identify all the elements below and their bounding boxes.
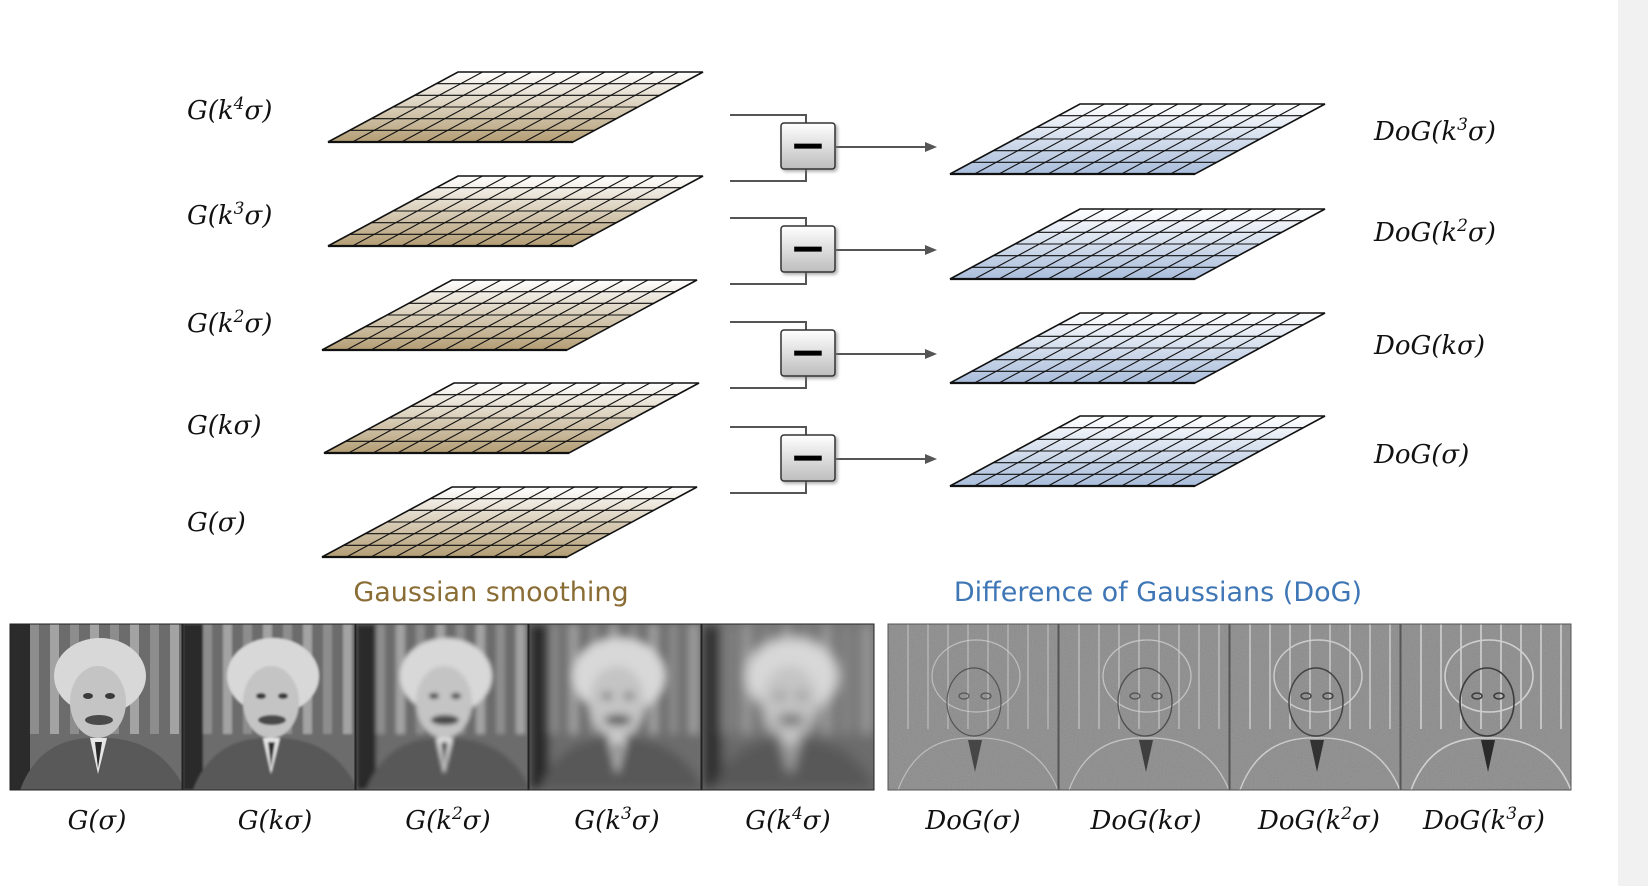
gaussian-layer-label: G(k4σ) bbox=[187, 94, 272, 126]
window-edge-strip bbox=[1618, 0, 1648, 886]
gaussian-image-label: G(kσ) bbox=[238, 806, 313, 836]
gaussian-layer-5 bbox=[321, 486, 698, 559]
gaussian-image-label: G(σ) bbox=[68, 806, 127, 836]
gaussian-layer-label: G(k2σ) bbox=[187, 307, 272, 339]
dog-image-1 bbox=[887, 623, 1059, 791]
arrow-head bbox=[925, 349, 937, 359]
minus-icon: − bbox=[790, 223, 827, 274]
gaussian-layer-label: G(kσ) bbox=[187, 411, 262, 441]
arrow-head bbox=[925, 142, 937, 152]
dog-layer-label: DoG(σ) bbox=[1373, 440, 1469, 470]
gaussian-image-label: G(k3σ) bbox=[574, 804, 659, 836]
subtract-operator-2: − bbox=[730, 217, 937, 285]
subtract-operator-1: − bbox=[730, 114, 937, 182]
dog-layer-label: DoG(k3σ) bbox=[1373, 115, 1496, 147]
gaussian-layer-1 bbox=[327, 71, 704, 144]
gaussian-image-5 bbox=[701, 623, 875, 791]
dog-layer-3 bbox=[949, 312, 1326, 385]
dog-layer-4 bbox=[949, 415, 1326, 488]
arrow-head bbox=[925, 245, 937, 255]
minus-icon: − bbox=[790, 327, 827, 378]
dog-image-2 bbox=[1058, 623, 1230, 791]
gaussian-layer-label: G(σ) bbox=[187, 508, 246, 538]
gaussian-image-label: G(k2σ) bbox=[405, 804, 490, 836]
dog-image-label: DoG(σ) bbox=[924, 806, 1020, 836]
gaussian-image-label: G(k4σ) bbox=[745, 804, 830, 836]
minus-box bbox=[780, 122, 836, 170]
arrow-head bbox=[925, 454, 937, 464]
gaussian-image-strip bbox=[9, 623, 875, 791]
dog-layer-2 bbox=[949, 208, 1326, 281]
dog-layer-label: DoG(k2σ) bbox=[1373, 216, 1496, 248]
gaussian-layer-label: G(k3σ) bbox=[187, 199, 272, 231]
dog-image-label: DoG(k2σ) bbox=[1257, 804, 1380, 836]
dog-image-label: DoG(k3σ) bbox=[1422, 804, 1545, 836]
gaussian-image-2 bbox=[182, 623, 356, 791]
gaussian-image-4 bbox=[528, 623, 702, 791]
dog-caption: Difference of Gaussians (DoG) bbox=[954, 577, 1362, 608]
subtract-operator-4: − bbox=[730, 426, 937, 494]
gaussian-layer-3 bbox=[321, 279, 698, 352]
gaussian-image-3 bbox=[355, 623, 529, 791]
dog-image-4 bbox=[1400, 623, 1572, 791]
subtract-operator-3: − bbox=[730, 321, 937, 389]
dog-image-strip bbox=[887, 623, 1572, 791]
dog-image-label: DoG(kσ) bbox=[1089, 806, 1201, 836]
minus-box bbox=[780, 225, 836, 273]
minus-icon: − bbox=[790, 120, 827, 171]
minus-box bbox=[780, 434, 836, 482]
gaussian-image-1 bbox=[9, 623, 183, 791]
dog-layer-label: DoG(kσ) bbox=[1373, 331, 1485, 361]
dog-layer-1 bbox=[949, 103, 1326, 176]
gaussian-smoothing-caption: Gaussian smoothing bbox=[353, 577, 628, 608]
minus-icon: − bbox=[790, 432, 827, 483]
minus-box bbox=[780, 329, 836, 377]
dog-image-3 bbox=[1229, 623, 1401, 791]
gaussian-layer-4 bbox=[323, 382, 700, 455]
gaussian-layer-2 bbox=[327, 175, 704, 248]
